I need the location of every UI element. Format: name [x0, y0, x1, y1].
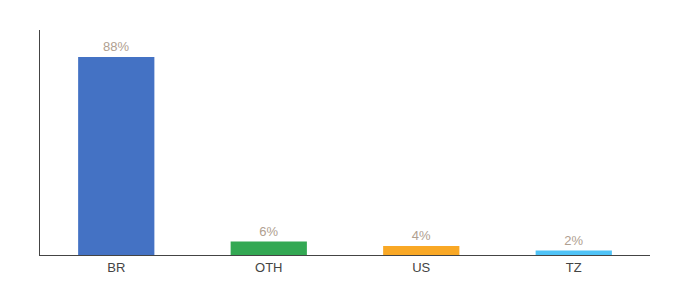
- svg-text:2%: 2%: [564, 233, 583, 248]
- svg-text:TZ: TZ: [566, 260, 582, 275]
- svg-text:6%: 6%: [259, 224, 278, 239]
- svg-text:4%: 4%: [412, 228, 431, 243]
- svg-text:BR: BR: [107, 260, 125, 275]
- svg-text:OTH: OTH: [255, 260, 282, 275]
- svg-text:88%: 88%: [103, 39, 129, 54]
- svg-text:US: US: [412, 260, 430, 275]
